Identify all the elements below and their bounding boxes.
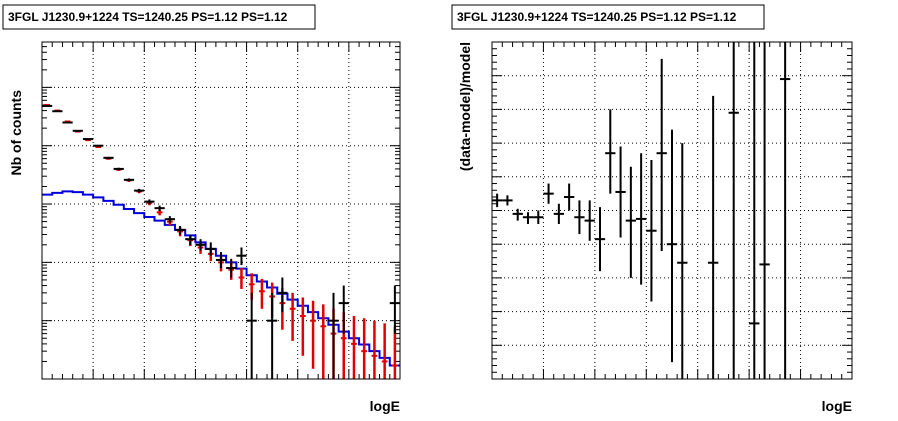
left-grid xyxy=(42,42,400,379)
left-panel-title: 3FGL J1230.9+1224 TS=1240.25 PS=1.12 PS=… xyxy=(8,10,288,24)
right-panel: 3FGL J1230.9+1224 TS=1240.25 PS=1.12 PS=… xyxy=(451,4,853,414)
left-axes xyxy=(41,41,401,380)
left-plot-border xyxy=(41,41,401,380)
right-marks xyxy=(492,42,791,379)
left-panel: 3FGL J1230.9+1224 TS=1240.25 PS=1.12 PS=… xyxy=(2,4,401,414)
left-plot-frame xyxy=(41,41,401,380)
right-plot-border xyxy=(491,41,853,380)
left-marks xyxy=(42,103,400,379)
right-y-axis-title: (data-model)/model xyxy=(457,42,473,171)
left-title-box xyxy=(2,4,316,30)
right-axes xyxy=(491,41,853,380)
right-panel-title: 3FGL J1230.9+1224 TS=1240.25 PS=1.12 PS=… xyxy=(457,10,737,24)
right-title-box xyxy=(451,4,765,30)
right-x-axis-title: logE xyxy=(822,398,852,414)
left-y-axis-title: Nb of counts xyxy=(8,90,24,176)
left-x-axis-title: logE xyxy=(370,398,400,414)
